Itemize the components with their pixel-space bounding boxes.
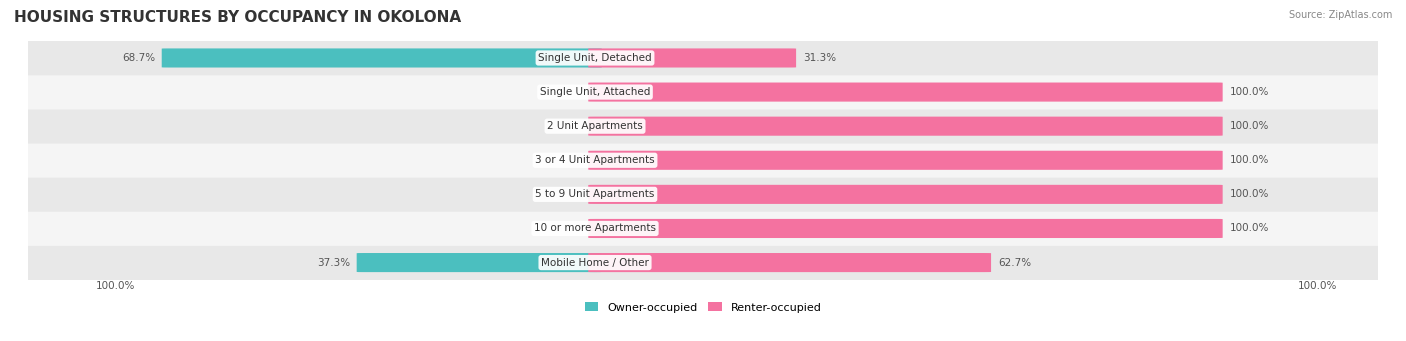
Text: 31.3%: 31.3% bbox=[803, 53, 837, 63]
FancyBboxPatch shape bbox=[357, 253, 602, 272]
Text: 100.0%: 100.0% bbox=[96, 281, 135, 291]
FancyBboxPatch shape bbox=[14, 177, 1392, 212]
Text: 100.0%: 100.0% bbox=[1229, 189, 1268, 199]
Text: 62.7%: 62.7% bbox=[998, 257, 1031, 268]
FancyBboxPatch shape bbox=[14, 41, 1392, 75]
Legend: Owner-occupied, Renter-occupied: Owner-occupied, Renter-occupied bbox=[581, 298, 825, 317]
FancyBboxPatch shape bbox=[588, 83, 1223, 102]
Text: 2 Unit Apartments: 2 Unit Apartments bbox=[547, 121, 643, 131]
Text: Single Unit, Detached: Single Unit, Detached bbox=[538, 53, 652, 63]
FancyBboxPatch shape bbox=[588, 151, 1223, 170]
FancyBboxPatch shape bbox=[14, 143, 1392, 178]
Text: 100.0%: 100.0% bbox=[1229, 223, 1268, 234]
FancyBboxPatch shape bbox=[588, 219, 1223, 238]
Text: 100.0%: 100.0% bbox=[1229, 121, 1268, 131]
FancyBboxPatch shape bbox=[14, 75, 1392, 109]
FancyBboxPatch shape bbox=[588, 117, 1223, 136]
Text: 37.3%: 37.3% bbox=[316, 257, 350, 268]
FancyBboxPatch shape bbox=[14, 211, 1392, 246]
Text: 5 to 9 Unit Apartments: 5 to 9 Unit Apartments bbox=[536, 189, 655, 199]
FancyBboxPatch shape bbox=[588, 185, 1223, 204]
FancyBboxPatch shape bbox=[588, 253, 991, 272]
Text: 68.7%: 68.7% bbox=[122, 53, 155, 63]
Text: Mobile Home / Other: Mobile Home / Other bbox=[541, 257, 650, 268]
Text: 100.0%: 100.0% bbox=[1229, 87, 1268, 97]
Text: HOUSING STRUCTURES BY OCCUPANCY IN OKOLONA: HOUSING STRUCTURES BY OCCUPANCY IN OKOLO… bbox=[14, 10, 461, 25]
Text: 10 or more Apartments: 10 or more Apartments bbox=[534, 223, 657, 234]
FancyBboxPatch shape bbox=[588, 48, 796, 68]
Text: Source: ZipAtlas.com: Source: ZipAtlas.com bbox=[1288, 10, 1392, 20]
FancyBboxPatch shape bbox=[14, 245, 1392, 280]
FancyBboxPatch shape bbox=[162, 48, 602, 68]
Text: Single Unit, Attached: Single Unit, Attached bbox=[540, 87, 650, 97]
Text: 3 or 4 Unit Apartments: 3 or 4 Unit Apartments bbox=[536, 155, 655, 165]
FancyBboxPatch shape bbox=[14, 109, 1392, 144]
Text: 100.0%: 100.0% bbox=[1229, 155, 1268, 165]
Text: 100.0%: 100.0% bbox=[1298, 281, 1337, 291]
